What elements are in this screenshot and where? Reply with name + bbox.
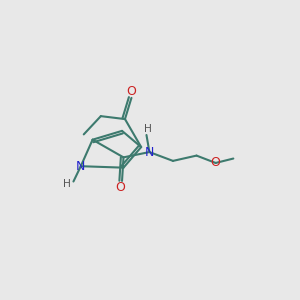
Text: H: H <box>144 124 152 134</box>
Text: O: O <box>211 157 220 169</box>
Text: H: H <box>63 179 71 190</box>
Text: O: O <box>116 181 125 194</box>
Text: N: N <box>145 146 154 159</box>
Text: O: O <box>127 85 136 98</box>
Text: N: N <box>76 160 86 173</box>
